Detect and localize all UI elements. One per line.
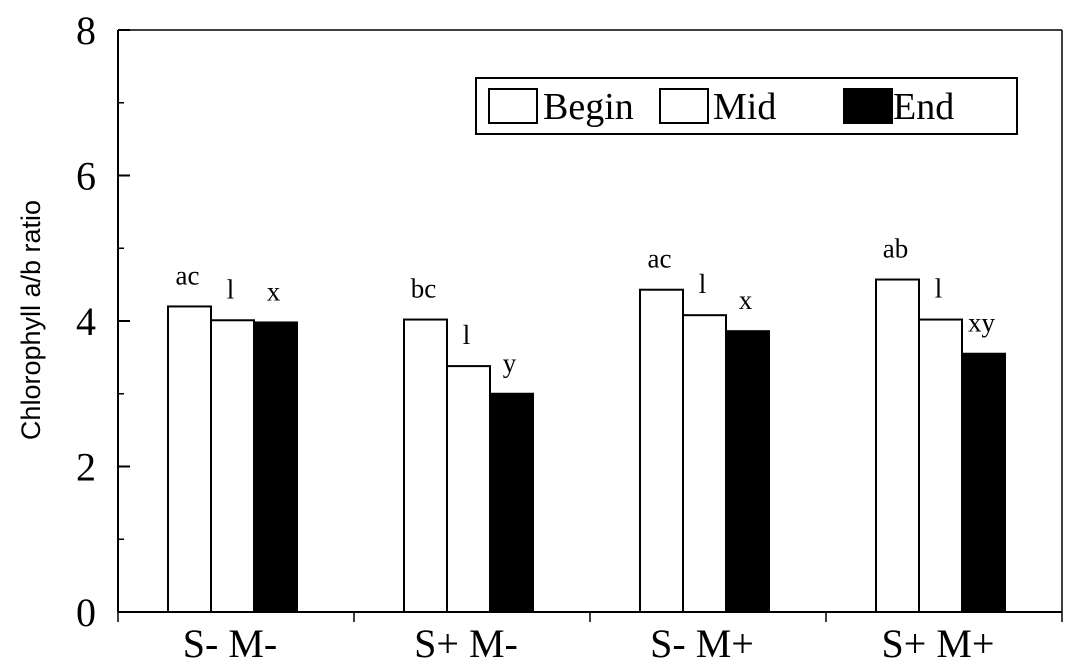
legend-swatch-end bbox=[843, 88, 893, 124]
bar-annotation: xy bbox=[968, 308, 996, 338]
bar-annotation: y bbox=[503, 348, 517, 378]
bar-annotation: l bbox=[463, 320, 471, 350]
x-tick-label: S- M- bbox=[183, 621, 277, 666]
legend-box bbox=[475, 77, 1018, 135]
y-tick-label: 0 bbox=[76, 590, 96, 635]
bar-mid bbox=[682, 314, 727, 613]
bar-annotation: ac bbox=[176, 260, 200, 290]
bar-annotation: ac bbox=[648, 244, 672, 274]
bar-end bbox=[489, 392, 534, 613]
legend-label-mid: Mid bbox=[713, 86, 776, 128]
bar-mid bbox=[918, 318, 963, 613]
legend-label-end: End bbox=[893, 86, 954, 128]
bar-begin bbox=[875, 278, 920, 613]
x-tick-label: S+ M- bbox=[414, 621, 518, 666]
bar-end bbox=[961, 352, 1006, 613]
bar-mid bbox=[210, 319, 255, 613]
bar-begin bbox=[403, 318, 448, 613]
bar-begin bbox=[167, 305, 212, 613]
bar-annotation: x bbox=[739, 285, 753, 315]
x-tick-label: S+ M+ bbox=[882, 621, 995, 666]
bar-annotation: l bbox=[699, 269, 707, 299]
bar-end bbox=[253, 321, 298, 613]
bar-annotation: l bbox=[227, 274, 235, 304]
y-axis-label: Chlorophyll a/b ratio bbox=[16, 200, 46, 440]
bar-annotation: l bbox=[935, 274, 943, 304]
bar-annotation: ab bbox=[883, 234, 908, 264]
y-tick-label: 8 bbox=[76, 8, 96, 53]
bar-end bbox=[725, 330, 770, 613]
y-tick-label: 4 bbox=[76, 299, 96, 344]
y-tick-label: 2 bbox=[76, 445, 96, 490]
bar-begin bbox=[639, 288, 684, 613]
bar-annotation: bc bbox=[411, 274, 437, 304]
legend-swatch-begin bbox=[488, 88, 538, 124]
y-tick-label: 6 bbox=[76, 154, 96, 199]
axes: 0 2 4 6 8 S- M- S+ M- S- M+ S+ M+ bbox=[76, 8, 1063, 666]
x-tick-label: S- M+ bbox=[650, 621, 754, 666]
legend: Begin Mid End bbox=[475, 77, 1018, 135]
legend-label-begin: Begin bbox=[543, 86, 634, 128]
bar-mid bbox=[446, 365, 491, 614]
bar-annotation: x bbox=[267, 276, 281, 306]
legend-swatch-mid bbox=[659, 88, 709, 124]
